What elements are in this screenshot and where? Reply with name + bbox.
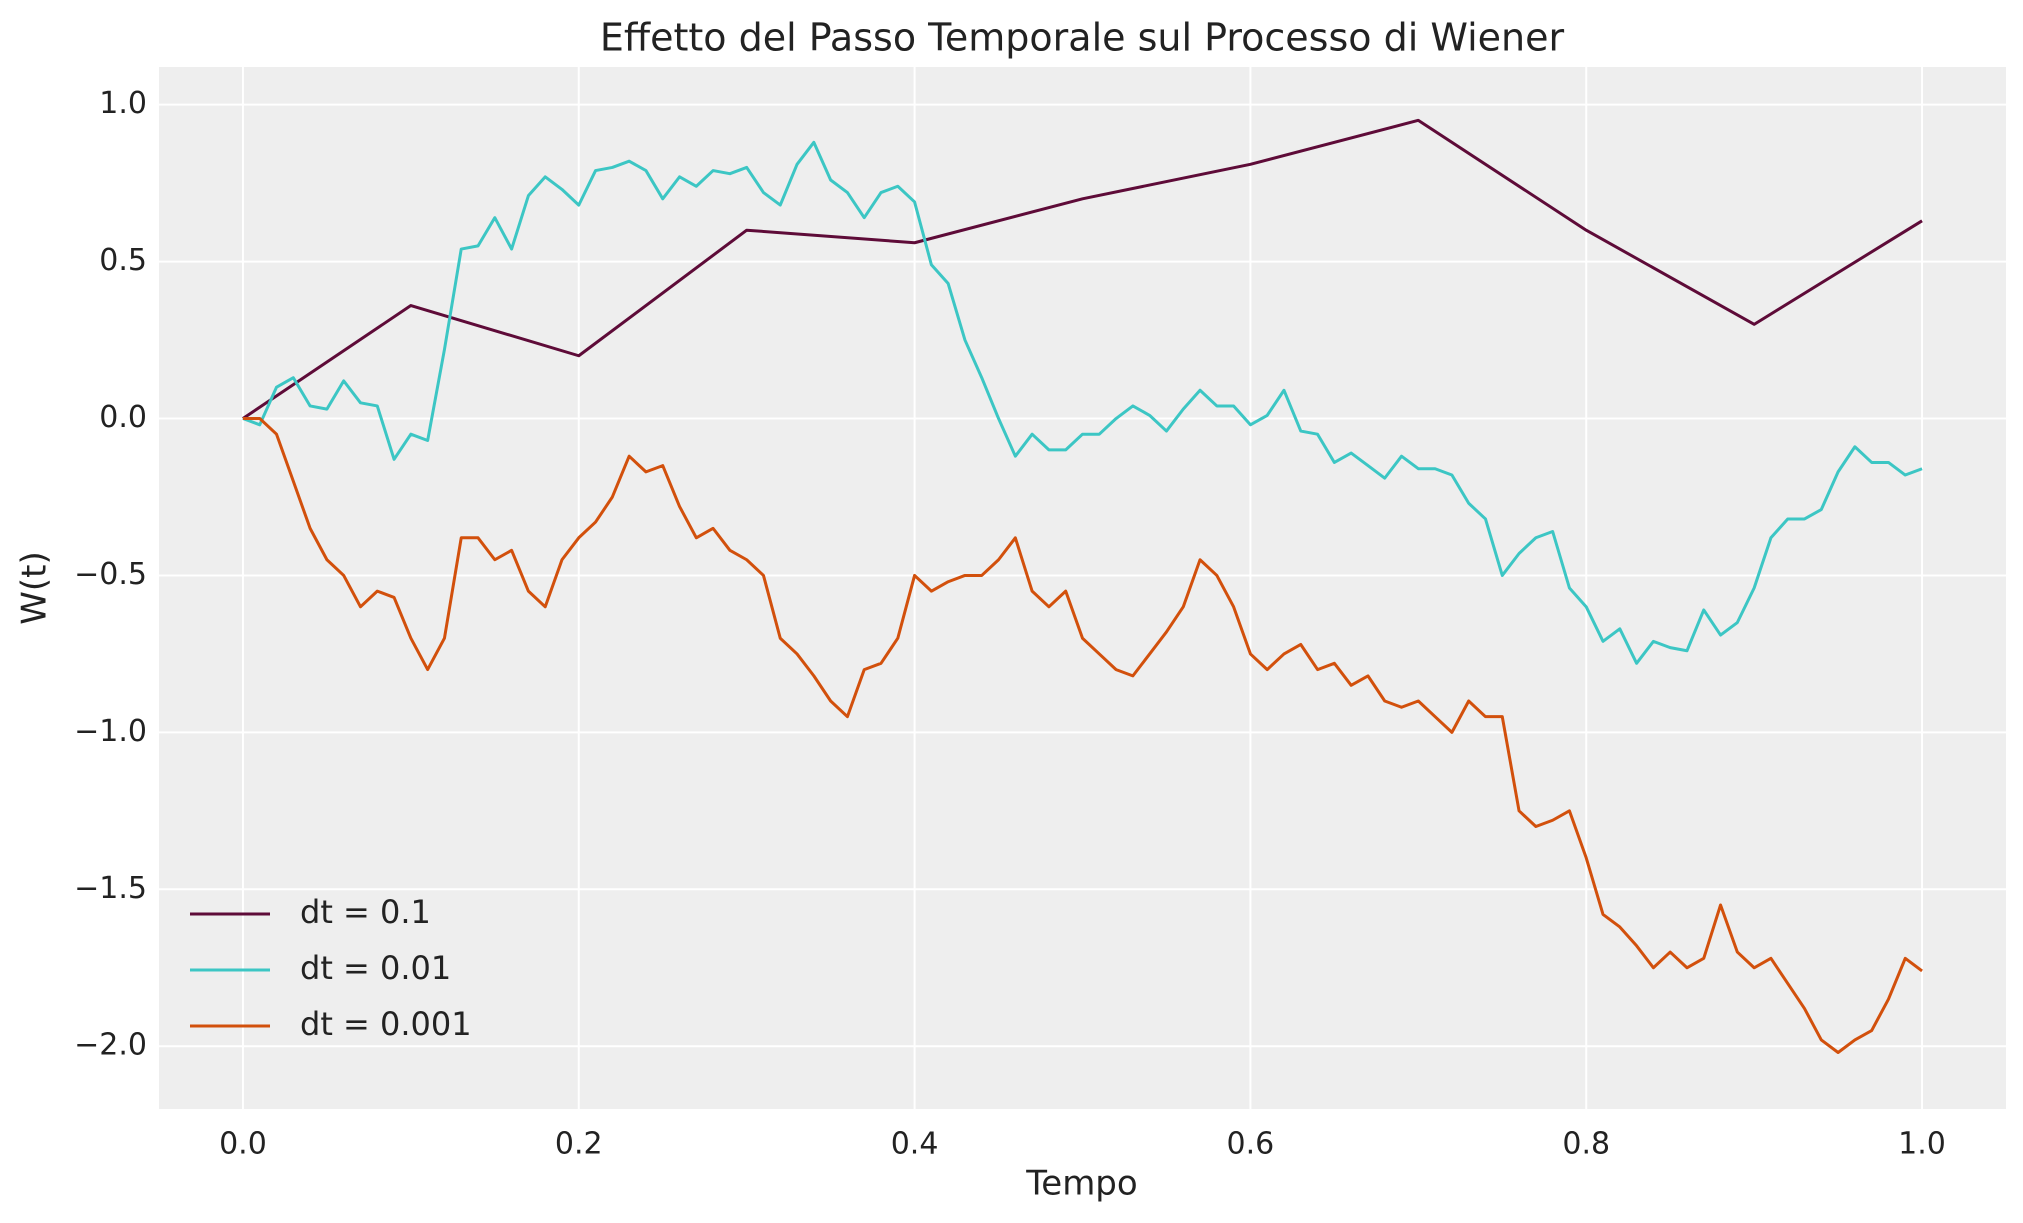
x-tick-label: 0.0 [219,1127,267,1162]
y-tick-label: 1.0 [99,86,147,121]
legend-label: dt = 0.1 [300,893,431,931]
y-tick-label: −1.5 [74,871,147,906]
x-tick-label: 1.0 [1898,1127,1946,1162]
y-tick-label: 0.5 [99,243,147,278]
y-tick-label: −1.0 [74,714,147,749]
x-tick-label: 0.8 [1562,1127,1610,1162]
y-tick-label: −2.0 [74,1028,147,1063]
legend-label: dt = 0.001 [300,1005,472,1043]
x-tick-label: 0.2 [555,1127,603,1162]
x-tick-label: 0.6 [1227,1127,1275,1162]
data-line [242,417,1923,1055]
y-tick-label: 0.0 [99,400,147,435]
data-line [242,140,1923,665]
data-line [242,118,1923,420]
chart-title: Effetto del Passo Temporale sul Processo… [600,16,1565,60]
legend-label: dt = 0.01 [300,949,451,987]
y-tick-label: −0.5 [74,557,147,592]
x-tick-label: 0.4 [891,1127,939,1162]
y-axis-label: W(t) [15,551,55,624]
plot-area [159,67,2006,1109]
x-axis-label: Tempo [1025,1164,1137,1204]
